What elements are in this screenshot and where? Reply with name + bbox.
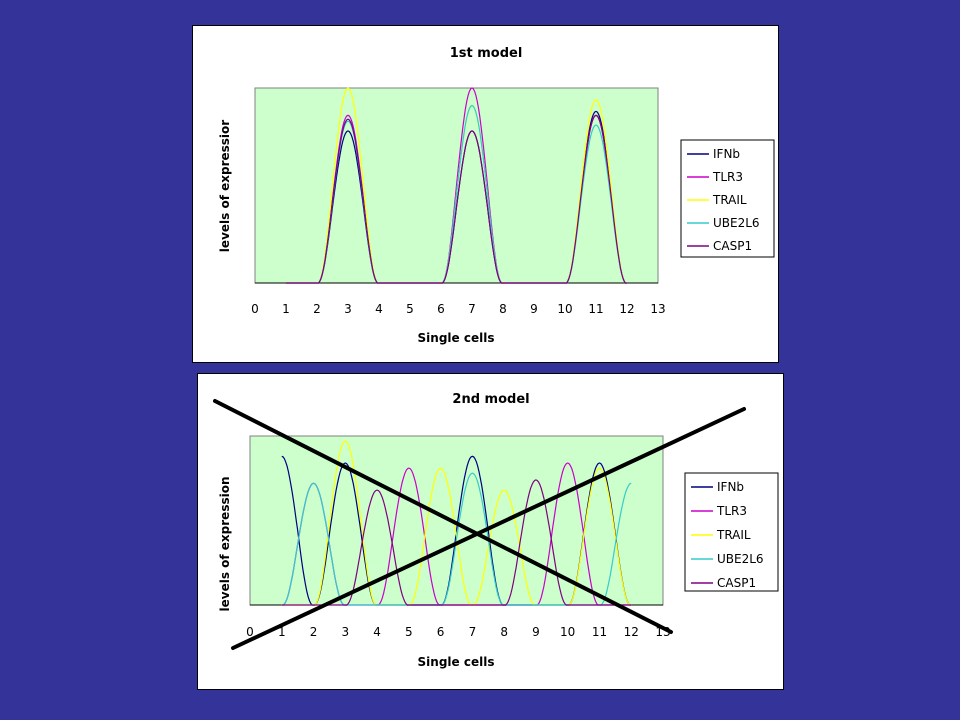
legend-entry: UBE2L6 (713, 216, 760, 230)
chart-panel-1st-model: 1st model Single cells levels of expressio… (192, 25, 779, 363)
legend-entry: TRAIL (716, 528, 751, 542)
legend (680, 139, 775, 258)
x-tick-label: 9 (532, 625, 540, 639)
x-tick-label: 2 (310, 625, 318, 639)
x-tick-label: 8 (499, 302, 507, 316)
legend-entry: CASP1 (713, 239, 752, 253)
x-tick-label: 11 (592, 625, 607, 639)
cross-out-line (213, 399, 673, 634)
legend-entry: UBE2L6 (717, 552, 764, 566)
x-tick-label: 1 (278, 625, 286, 639)
x-tick-label: 7 (468, 302, 476, 316)
x-tick-label: 9 (530, 302, 538, 316)
x-tick-label: 5 (406, 302, 414, 316)
x-tick-label: 13 (650, 302, 665, 316)
x-tick-label: 6 (437, 302, 445, 316)
x-tick-label: 3 (344, 302, 352, 316)
legend-entry: TLR3 (716, 504, 747, 518)
legend-entry: TRAIL (712, 193, 747, 207)
x-tick-label: 3 (341, 625, 349, 639)
x-tick-label: 0 (246, 625, 254, 639)
x-tick-label: 7 (469, 625, 477, 639)
legend-entry: CASP1 (717, 576, 756, 590)
x-tick-label: 0 (251, 302, 259, 316)
x-axis-label: Single cells (418, 331, 495, 345)
chart-2nd-model: 2nd model Single cells levels of expressio… (213, 392, 779, 669)
x-tick-label: 10 (560, 625, 575, 639)
x-tick-label: 8 (500, 625, 508, 639)
legend-entry: IFNb (717, 480, 744, 494)
x-tick-label: 4 (375, 302, 383, 316)
chart-1st-model: 1st model Single cells levels of expressio… (218, 46, 775, 345)
x-tick-label: 1 (282, 302, 290, 316)
legend-entry: IFNb (713, 147, 740, 161)
series-line-casp1 (281, 479, 632, 606)
x-tick-label: 4 (373, 625, 381, 639)
x-tick-label: 2 (313, 302, 321, 316)
chart-title: 2nd model (452, 392, 529, 407)
cross-out-line (231, 407, 746, 650)
x-tick-label: 12 (624, 625, 639, 639)
plot-area (249, 435, 664, 606)
chart-panel-2nd-model: 2nd model Single cells levels of expressio… (197, 373, 784, 690)
x-tick-label: 6 (437, 625, 445, 639)
series-line-casp1 (286, 114, 628, 284)
y-axis-label: levels of expression (218, 477, 232, 612)
chart-title: 1st model (450, 46, 523, 61)
x-axis-label: Single cells (418, 655, 495, 669)
y-axis-label: levels of expressior (218, 120, 232, 252)
legend (684, 472, 779, 592)
x-tick-label: 11 (588, 302, 603, 316)
x-tick-label: 5 (405, 625, 413, 639)
x-tick-label: 12 (619, 302, 634, 316)
x-tick-label: 10 (557, 302, 572, 316)
legend-entry: TLR3 (712, 170, 743, 184)
